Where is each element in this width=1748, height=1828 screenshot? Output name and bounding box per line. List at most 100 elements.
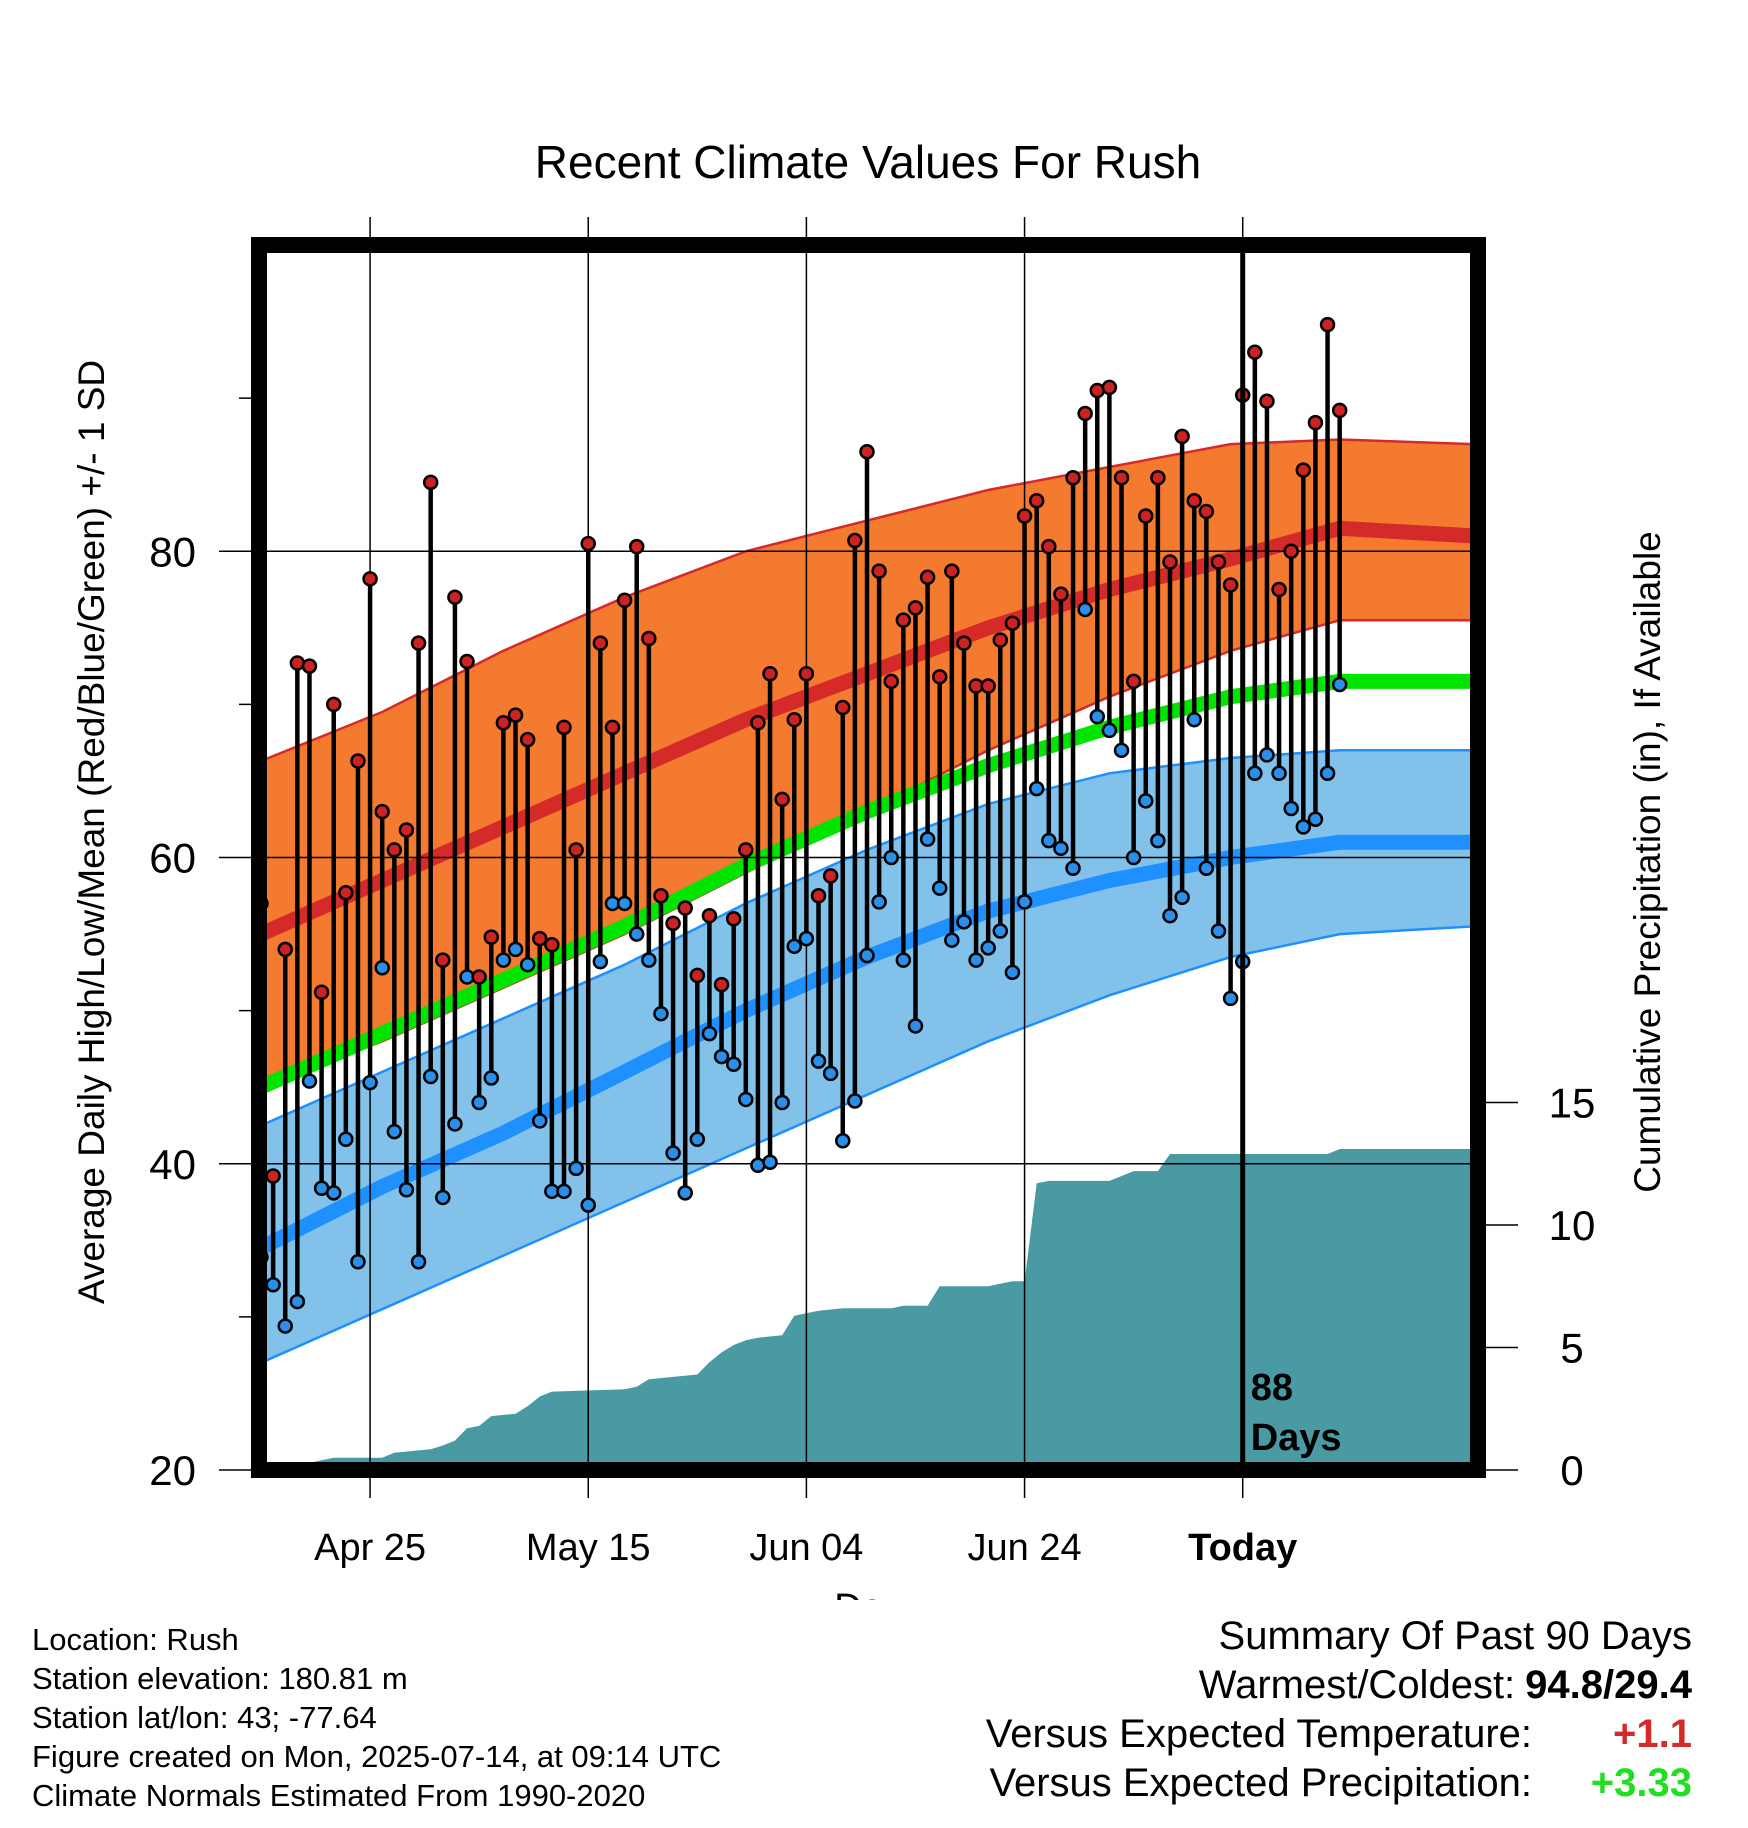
x-tick-label: May 15 xyxy=(526,1527,651,1569)
daily-high-point xyxy=(628,538,645,555)
daily-high-point xyxy=(1041,538,1057,555)
daily-high-point xyxy=(1138,508,1154,524)
daily-low-point xyxy=(483,1070,500,1086)
daily-high-point xyxy=(483,929,500,945)
today-days-label: 88 xyxy=(1251,1367,1293,1409)
daily-low-point xyxy=(786,938,803,955)
daily-high-point xyxy=(1271,581,1287,598)
daily-high-point xyxy=(859,443,875,460)
daily-high-point xyxy=(1186,492,1202,509)
daily-low-point xyxy=(1174,889,1190,906)
daily-low-point xyxy=(1259,747,1275,763)
daily-low-point xyxy=(689,1131,706,1147)
daily-high-point xyxy=(410,635,427,651)
plot-area: 88 Days xyxy=(259,245,1478,1470)
daily-low-point xyxy=(1222,990,1239,1007)
x-axis-label: Day xyxy=(834,1587,902,1600)
daily-high-point xyxy=(786,711,803,728)
daily-high-point xyxy=(1028,492,1045,509)
daily-low-point xyxy=(350,1254,366,1270)
x-tick-label: Apr 25 xyxy=(314,1527,426,1569)
daily-high-point xyxy=(1065,470,1081,486)
daily-low-point xyxy=(592,953,609,970)
daily-low-point xyxy=(713,1048,730,1065)
daily-high-point xyxy=(556,719,572,736)
precip-row: Versus Expected Precipitation: +3.33 xyxy=(986,1759,1692,1808)
daily-high-point xyxy=(992,632,1009,648)
daily-high-point xyxy=(386,842,403,858)
daily-high-point xyxy=(1307,414,1324,431)
daily-low-point xyxy=(532,1113,548,1129)
daily-low-point xyxy=(1307,811,1324,827)
daily-low-point xyxy=(1295,819,1312,835)
daily-high-point xyxy=(471,969,487,985)
daily-low-point xyxy=(859,947,875,964)
daily-high-point xyxy=(810,888,827,904)
temp-row: Versus Expected Temperature: +1.1 xyxy=(986,1710,1692,1759)
daily-high-point xyxy=(313,984,330,1000)
daily-low-point xyxy=(1028,780,1045,797)
daily-low-point xyxy=(931,880,948,896)
daily-high-point xyxy=(689,967,706,984)
today-days-label: Days xyxy=(1251,1417,1342,1459)
daily-low-point xyxy=(907,1018,924,1034)
daily-high-point xyxy=(1283,543,1299,559)
warm-cold-label: Warmest/Coldest: xyxy=(1198,1663,1516,1707)
daily-low-point xyxy=(568,1160,584,1177)
daily-high-point xyxy=(665,915,681,932)
daily-high-point xyxy=(798,666,815,682)
daily-high-point xyxy=(1210,554,1227,570)
daily-high-point xyxy=(544,937,560,953)
daily-high-point xyxy=(1125,673,1142,690)
daily-low-point xyxy=(810,1053,827,1069)
daily-low-point xyxy=(1162,907,1178,924)
daily-high-point xyxy=(519,731,536,748)
daily-low-point xyxy=(871,894,887,910)
y-tick-label: 80 xyxy=(149,528,196,575)
daily-high-point xyxy=(1101,379,1118,396)
x-tick-label: Today xyxy=(1188,1527,1297,1569)
daily-low-point xyxy=(1150,832,1166,849)
daily-high-point xyxy=(1004,615,1021,631)
daily-low-point xyxy=(725,1056,742,1072)
daily-low-point xyxy=(774,1094,790,1111)
daily-low-point xyxy=(1283,800,1299,817)
daily-high-point xyxy=(301,658,318,674)
daily-low-point xyxy=(1247,765,1263,782)
daily-high-point xyxy=(459,653,475,670)
daily-high-point xyxy=(398,822,415,838)
daily-high-point xyxy=(762,666,778,682)
daily-low-point xyxy=(519,956,536,973)
daily-high-point xyxy=(774,791,790,808)
daily-high-point xyxy=(1113,470,1130,486)
daily-high-point xyxy=(1259,393,1275,409)
daily-high-point xyxy=(1150,470,1166,486)
created-text: Figure created on Mon, 2025-07-14, at 09… xyxy=(32,1739,722,1774)
y2-tick-label: 15 xyxy=(1549,1080,1596,1127)
daily-high-point xyxy=(1016,508,1033,524)
daily-high-point xyxy=(701,907,718,924)
daily-low-point xyxy=(847,1093,863,1109)
daily-high-point xyxy=(338,884,354,901)
daily-low-point xyxy=(507,941,524,958)
daily-low-point xyxy=(883,849,899,866)
daily-low-point xyxy=(835,1133,851,1149)
precip-area xyxy=(261,1149,1473,1470)
y2-tick-label: 0 xyxy=(1560,1447,1583,1494)
y2-tick-label: 5 xyxy=(1560,1325,1583,1372)
daily-high-point xyxy=(568,842,584,858)
y-tick-label: 20 xyxy=(149,1447,196,1494)
daily-low-point xyxy=(677,1185,693,1201)
daily-low-point xyxy=(616,895,633,912)
daily-high-point xyxy=(847,532,863,549)
daily-high-point xyxy=(495,715,512,731)
daily-low-point xyxy=(1125,849,1142,866)
daily-low-point xyxy=(956,914,972,930)
daily-high-point xyxy=(580,535,596,552)
daily-low-point xyxy=(944,932,960,948)
daily-low-point xyxy=(1053,840,1069,857)
daily-high-point xyxy=(325,696,342,713)
y2-tick-label: 10 xyxy=(1549,1202,1596,1249)
daily-high-point xyxy=(980,678,996,694)
x-tick-label: Jun 24 xyxy=(968,1527,1082,1569)
